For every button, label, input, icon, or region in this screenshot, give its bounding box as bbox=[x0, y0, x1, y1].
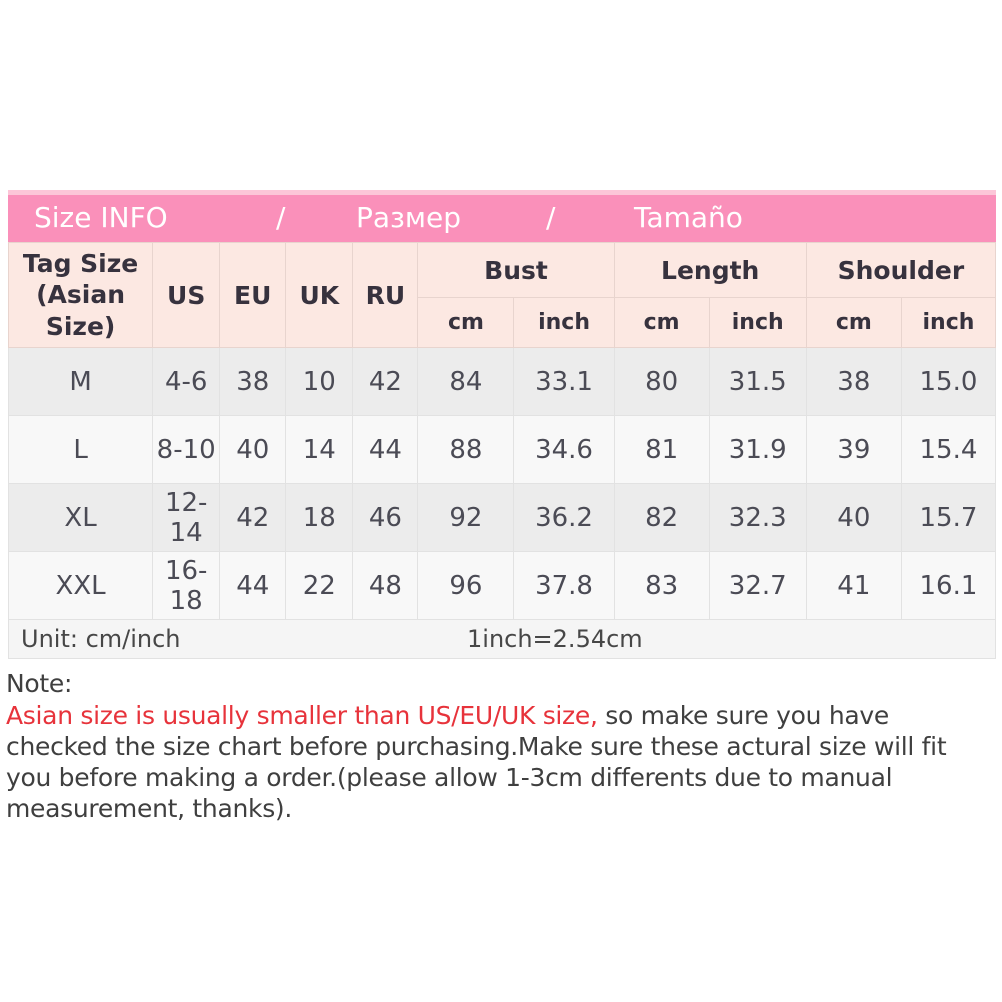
size-value-cell: 31.5 bbox=[708, 347, 807, 416]
size-value-cell: 31.9 bbox=[708, 415, 807, 484]
tag-size-header-line2: (Asian Size) bbox=[36, 280, 126, 341]
tag-size-cell: XL bbox=[7, 483, 154, 552]
size-chart: Size INFO / Размер / Tamaño Tag Size (As… bbox=[7, 190, 997, 659]
ru-size-header: RU bbox=[352, 242, 419, 348]
note-section: Note: Asian size is usually smaller than… bbox=[6, 668, 998, 824]
size-value-cell: 96 bbox=[417, 551, 515, 620]
size-value-cell: 41 bbox=[805, 551, 902, 620]
size-value-cell: 34.6 bbox=[513, 415, 615, 484]
table-row: L 8-10 40 14 44 88 34.6 81 31.9 39 15.4 bbox=[7, 415, 997, 484]
size-value-cell: 36.2 bbox=[513, 483, 615, 552]
size-value-cell: 83 bbox=[613, 551, 710, 620]
size-value-cell: 39 bbox=[805, 415, 902, 484]
size-value-cell: 14 bbox=[285, 415, 354, 484]
us-size-header: US bbox=[152, 242, 221, 348]
shoulder-inch-header: inch bbox=[900, 297, 997, 348]
size-value-cell: 15.0 bbox=[900, 347, 997, 416]
tag-size-cell: M bbox=[7, 347, 154, 416]
table-row: XL 12-14 42 18 46 92 36.2 82 32.3 40 15.7 bbox=[7, 483, 997, 552]
size-value-cell: 48 bbox=[352, 551, 419, 620]
note-highlight: Asian size is usually smaller than US/EU… bbox=[6, 701, 598, 730]
size-value-cell: 10 bbox=[285, 347, 354, 416]
bust-inch-header: inch bbox=[513, 297, 615, 348]
size-value-cell: 46 bbox=[352, 483, 419, 552]
size-value-cell: 15.7 bbox=[900, 483, 997, 552]
size-table-header: Tag Size (Asian Size) US EU UK RU Bust L… bbox=[7, 242, 997, 348]
size-value-cell: 44 bbox=[219, 551, 287, 620]
size-value-cell: 16-18 bbox=[152, 551, 221, 620]
size-value-cell: 18 bbox=[285, 483, 354, 552]
size-value-cell: 16.1 bbox=[900, 551, 997, 620]
size-value-cell: 42 bbox=[219, 483, 287, 552]
length-cm-header: cm bbox=[613, 297, 710, 348]
unit-row: Unit: cm/inch 1inch=2.54cm bbox=[8, 619, 996, 659]
shoulder-header: Shoulder bbox=[805, 242, 997, 298]
tag-size-header: Tag Size (Asian Size) bbox=[7, 242, 154, 348]
bust-cm-header: cm bbox=[417, 297, 515, 348]
size-value-cell: 32.7 bbox=[708, 551, 807, 620]
note-paragraph: Asian size is usually smaller than US/EU… bbox=[6, 700, 998, 824]
size-value-cell: 22 bbox=[285, 551, 354, 620]
unit-label: Unit: cm/inch bbox=[21, 625, 181, 653]
tag-size-cell: L bbox=[7, 415, 154, 484]
size-value-cell: 37.8 bbox=[513, 551, 615, 620]
size-value-cell: 42 bbox=[352, 347, 419, 416]
unit-cell: Unit: cm/inch 1inch=2.54cm bbox=[8, 619, 996, 659]
size-table: Tag Size (Asian Size) US EU UK RU Bust L… bbox=[7, 242, 997, 659]
size-value-cell: 15.4 bbox=[900, 415, 997, 484]
size-info-banner: Size INFO / Размер / Tamaño bbox=[8, 190, 996, 242]
size-value-cell: 88 bbox=[417, 415, 515, 484]
size-value-cell: 84 bbox=[417, 347, 515, 416]
length-header: Length bbox=[613, 242, 807, 298]
length-inch-header: inch bbox=[708, 297, 807, 348]
conversion-label: 1inch=2.54cm bbox=[467, 625, 643, 653]
bust-header: Bust bbox=[417, 242, 615, 298]
size-value-cell: 38 bbox=[805, 347, 902, 416]
banner-label-russian: Размер bbox=[356, 200, 462, 234]
size-value-cell: 92 bbox=[417, 483, 515, 552]
size-value-cell: 8-10 bbox=[152, 415, 221, 484]
size-value-cell: 33.1 bbox=[513, 347, 615, 416]
size-value-cell: 38 bbox=[219, 347, 287, 416]
shoulder-cm-header: cm bbox=[805, 297, 902, 348]
size-value-cell: 81 bbox=[613, 415, 710, 484]
size-value-cell: 44 bbox=[352, 415, 419, 484]
banner-label-english: Size INFO bbox=[34, 200, 168, 234]
size-value-cell: 40 bbox=[805, 483, 902, 552]
note-title: Note: bbox=[6, 669, 73, 698]
table-row: M 4-6 38 10 42 84 33.1 80 31.5 38 15.0 bbox=[7, 347, 997, 416]
table-row: XXL 16-18 44 22 48 96 37.8 83 32.7 41 16.1 bbox=[7, 551, 997, 620]
size-value-cell: 80 bbox=[613, 347, 710, 416]
banner-label-spanish: Tamaño bbox=[634, 200, 743, 234]
size-value-cell: 82 bbox=[613, 483, 710, 552]
size-value-cell: 4-6 bbox=[152, 347, 221, 416]
tag-size-cell: XXL bbox=[7, 551, 154, 620]
banner-separator: / bbox=[546, 200, 556, 234]
tag-size-header-line1: Tag Size bbox=[22, 249, 139, 279]
size-table-body: M 4-6 38 10 42 84 33.1 80 31.5 38 15.0 L 8-10 40 14 44 8… bbox=[7, 347, 997, 620]
size-value-cell: 40 bbox=[219, 415, 287, 484]
note-body: so make sure you have checked the size c… bbox=[6, 701, 947, 823]
size-value-cell: 32.3 bbox=[708, 483, 807, 552]
size-value-cell: 12-14 bbox=[152, 483, 221, 552]
eu-size-header: EU bbox=[219, 242, 287, 348]
uk-size-header: UK bbox=[285, 242, 354, 348]
banner-separator: / bbox=[276, 200, 286, 234]
